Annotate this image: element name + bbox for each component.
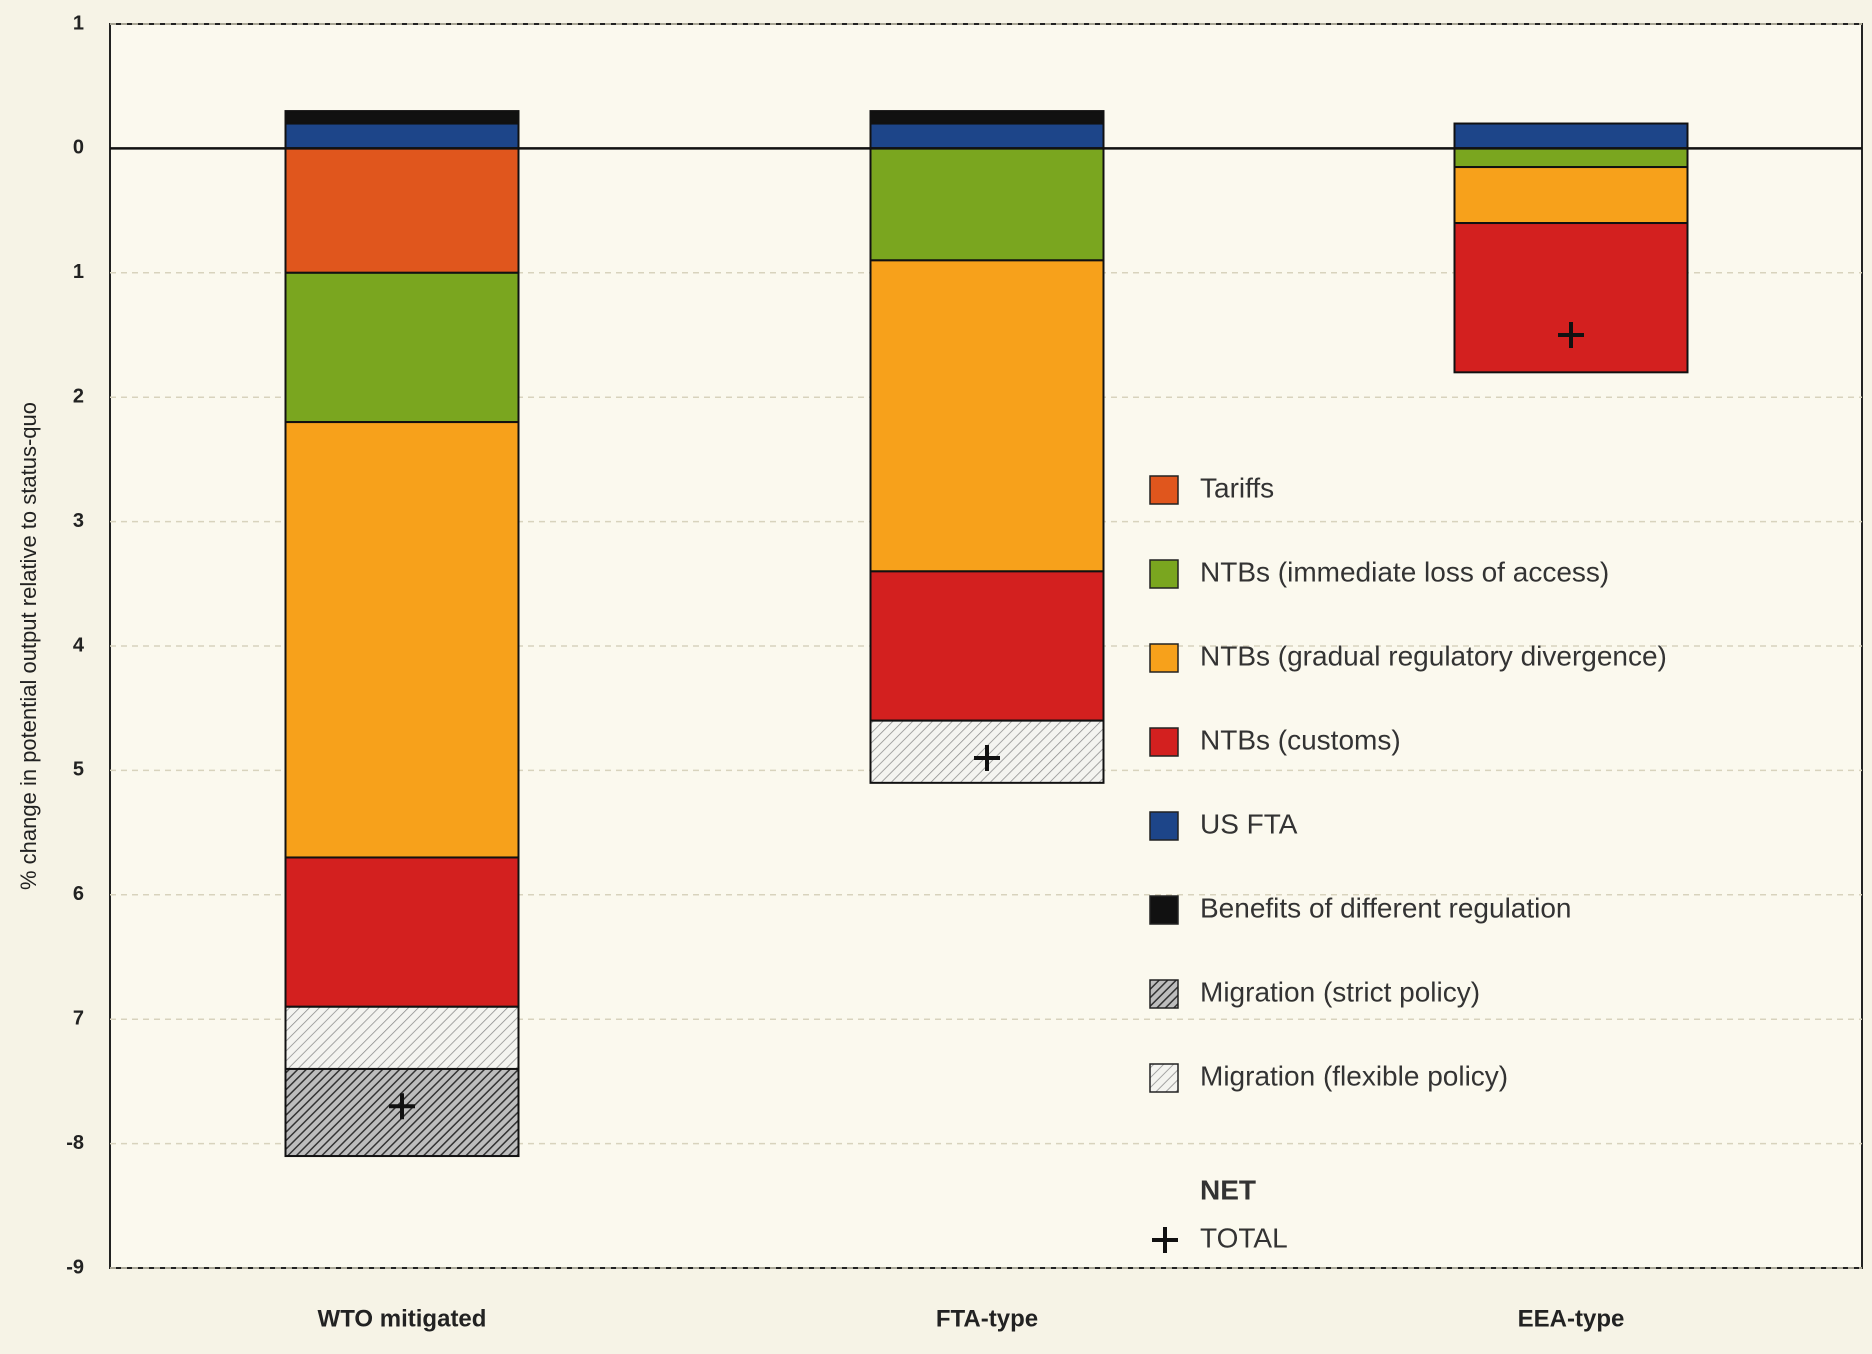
bar-segment [869, 259, 1105, 573]
total-marker [389, 1093, 415, 1120]
x-tick-label: WTO mitigated [318, 1305, 487, 1332]
legend-label: Tariffs [1200, 472, 1274, 503]
bar-segment [869, 122, 1105, 150]
bar-segment [869, 110, 1105, 125]
y-tick-label: 1 [73, 12, 84, 34]
bar-segment [869, 570, 1105, 722]
x-tick-label: EEA-type [1518, 1305, 1625, 1332]
bar-segment [284, 110, 520, 125]
y-tick-label: 1 [73, 261, 84, 283]
y-axis-title: % change in potential output relative to… [16, 402, 41, 890]
legend-label: Benefits of different regulation [1200, 892, 1572, 923]
legend-swatch [1149, 1063, 1179, 1093]
legend-swatch [1149, 475, 1179, 505]
bar-segment [284, 1005, 520, 1070]
legend-label: NTBs (immediate loss of access) [1200, 556, 1609, 587]
y-tick-label: 7 [73, 1007, 84, 1029]
bar-segment [1453, 122, 1689, 150]
bar-segment [284, 271, 520, 424]
y-tick-label: 5 [73, 759, 84, 781]
bar-segment [1453, 147, 1689, 169]
legend-label: NET [1200, 1174, 1256, 1205]
x-tick-label: FTA-type [936, 1305, 1038, 1332]
y-tick-label: -9 [66, 1256, 84, 1278]
total-marker [1558, 322, 1584, 348]
y-tick-label: 2 [73, 385, 84, 407]
legend-swatch [1149, 811, 1179, 841]
bar-segment [1453, 166, 1689, 225]
legend-swatch [1149, 559, 1179, 589]
y-tick-label: 0 [73, 137, 84, 159]
legend-label: NTBs (gradual regulatory divergence) [1200, 640, 1667, 671]
y-tick-label: -8 [66, 1132, 84, 1154]
y-tick-label: 6 [73, 883, 84, 905]
legend-swatch [1149, 979, 1179, 1009]
bar-segment [869, 147, 1105, 262]
bar-segment [1453, 222, 1689, 374]
legend-swatch [1149, 895, 1179, 925]
y-tick-label: 4 [73, 634, 85, 656]
bar-segment [284, 856, 520, 1008]
bar-segment [284, 421, 520, 859]
legend-marker [1152, 1227, 1178, 1253]
legend-swatch [1149, 643, 1179, 673]
y-tick-label: 3 [73, 510, 84, 532]
legend-label: Migration (flexible policy) [1200, 1060, 1508, 1091]
legend-label: NTBs (customs) [1200, 724, 1401, 755]
legend-label: TOTAL [1200, 1222, 1288, 1253]
total-marker [974, 744, 1000, 771]
legend-swatch [1149, 727, 1179, 757]
legend-label: US FTA [1200, 808, 1298, 839]
bar-segment [284, 122, 520, 150]
legend-label: Migration (strict policy) [1200, 976, 1480, 1007]
bar-segment [284, 147, 520, 274]
